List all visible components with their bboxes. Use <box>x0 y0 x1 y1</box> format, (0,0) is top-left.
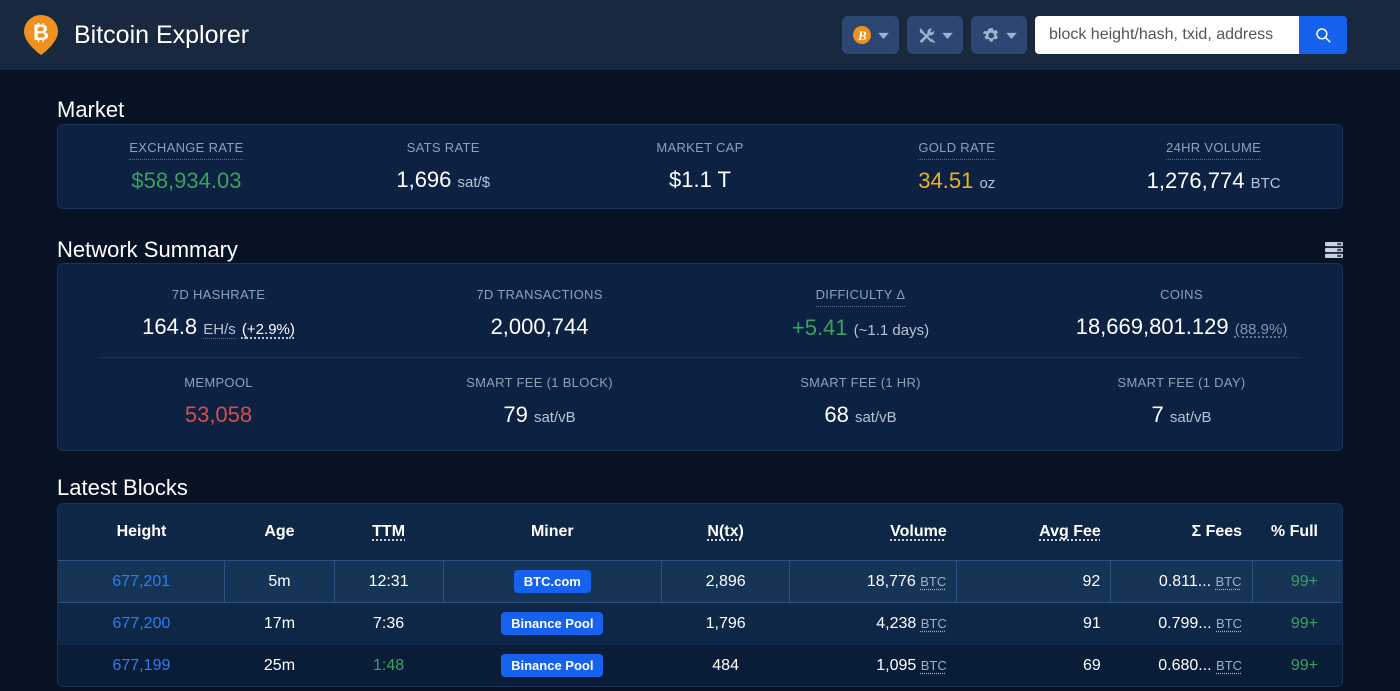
svg-text:B: B <box>33 20 49 45</box>
svg-text:B: B <box>857 28 867 43</box>
